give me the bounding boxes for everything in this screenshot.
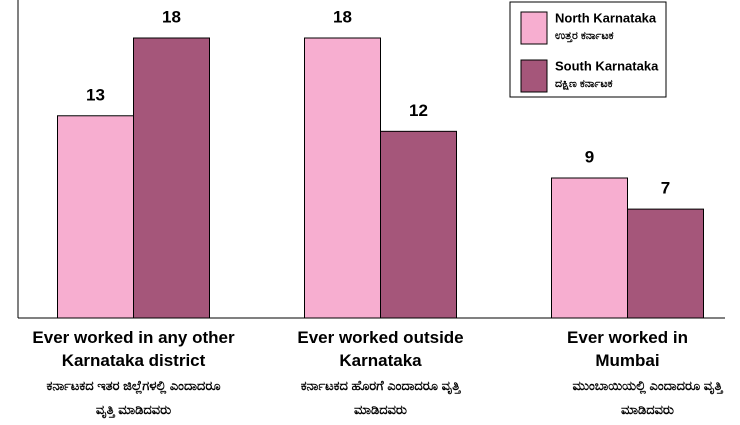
category-label-kannada: ಮುಂಬಾಯಿಯಲ್ಲಿ ಎಂದಾದರೂ ವೃತ್ತಿ ಮಾಡಿದವರು [572, 378, 723, 417]
legend-label-kannada: ಉತ್ತರ ಕರ್ನಾಟಕ [555, 30, 614, 43]
value-label: 13 [86, 85, 105, 104]
bar [551, 177, 628, 319]
category-label-english: Ever worked outside Karnataka [297, 328, 464, 370]
category-label-english: Ever worked in any other Karnataka distr… [32, 328, 235, 370]
bar [627, 208, 704, 319]
value-label: 18 [162, 7, 181, 26]
legend-swatch [520, 11, 548, 45]
category-label: Ever worked in any other Karnataka distr… [4, 326, 264, 422]
legend-swatch [520, 59, 548, 93]
legend-label-kannada: ದಕ್ಷಿಣ ಕರ್ನಾಟಕ [555, 78, 613, 90]
category-label-kannada: ಕರ್ನಾಟಕದ ಇತರ ಜಿಲ್ಲೆಗಳಲ್ಲಿ ಎಂದಾದರೂ ವೃತ್ತಿ… [46, 378, 221, 417]
category-label: Ever worked outside Karnataka ಕರ್ನಾಟಕದ ಹೊ… [273, 326, 488, 422]
category-label-kannada: ಕರ್ನಾಟಕದ ಹೊರಗೆ ಎಂದಾದರೂ ವೃತ್ತಿ ಮಾಡಿದವರು [300, 378, 461, 417]
value-label: 9 [585, 147, 594, 166]
legend-label: South Karnataka [555, 58, 659, 73]
bar [133, 37, 210, 319]
value-label: 18 [333, 7, 352, 26]
legend-label: North Karnataka [555, 10, 657, 25]
bar [304, 37, 381, 319]
bar [380, 130, 457, 319]
category-label: Ever worked in Mumbai ಮುಂಬಾಯಿಯಲ್ಲಿ ಎಂದಾದರ… [553, 326, 722, 422]
value-label: 12 [409, 101, 428, 120]
value-label: 7 [661, 179, 670, 198]
category-label-english: Ever worked in Mumbai [567, 328, 688, 370]
bar [57, 115, 134, 319]
